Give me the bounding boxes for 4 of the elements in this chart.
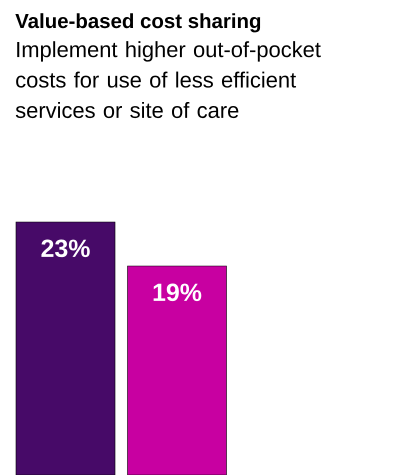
chart-title: Value-based cost sharing	[15, 13, 260, 32]
data-label: 23%	[41, 240, 90, 258]
data-label: 19%	[154, 284, 202, 302]
chart-subtitle: Implement higher out-of-pocket costs for use of less efficient services or site of care	[16, 41, 321, 118]
